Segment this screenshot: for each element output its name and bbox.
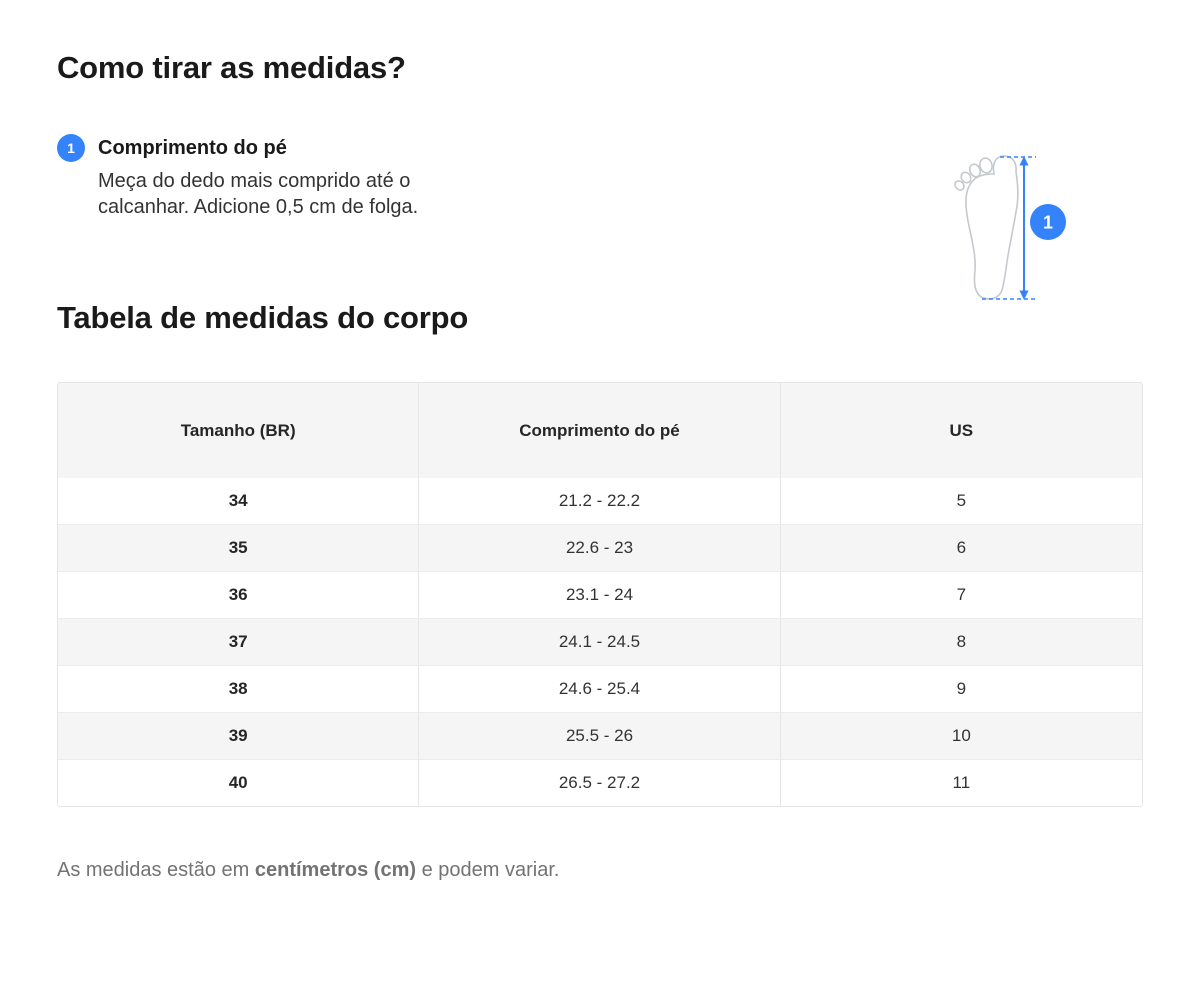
size-br-cell: 34 bbox=[58, 478, 420, 524]
foot-length-cell: 21.2 - 22.2 bbox=[419, 478, 781, 524]
us-size-cell: 7 bbox=[956, 585, 967, 604]
units-note: As medidas estão em centímetros (cm) e p… bbox=[57, 857, 1143, 883]
size-br-cell: 35 bbox=[58, 525, 420, 571]
svg-text:1: 1 bbox=[1043, 213, 1053, 233]
size-br-cell: 38 bbox=[58, 666, 420, 712]
size-table: Tamanho (BR) Comprimento do pé US 34 21.2 -… bbox=[57, 382, 1143, 807]
foot-length-cell: 22.6 - 23 bbox=[419, 525, 781, 571]
size-guide-page: Como tirar as medidas? 1 Comprimento do … bbox=[0, 50, 1200, 981]
foot-outline-icon bbox=[954, 155, 1019, 300]
size-br-cell: 40 bbox=[58, 760, 420, 806]
us-size-cell: 5 bbox=[956, 491, 967, 510]
table-row: 35 22.6 - 23 6 bbox=[58, 524, 1142, 571]
us-size-cell: 10 bbox=[951, 726, 971, 745]
measurement-arrow-icon bbox=[982, 156, 1036, 300]
us-size-cell: 6 bbox=[956, 538, 967, 557]
foot-length-cell: 23.1 - 24 bbox=[419, 572, 781, 618]
table-row: 39 25.5 - 26 10 bbox=[58, 712, 1142, 759]
column-header: US bbox=[949, 420, 974, 440]
units-note-bold: centímetros (cm) bbox=[254, 859, 417, 881]
table-row: 40 26.5 - 27.2 11 bbox=[58, 759, 1142, 806]
us-size-cell: 11 bbox=[952, 773, 971, 792]
size-br-cell: 39 bbox=[58, 713, 420, 759]
units-note-suffix: e podem variar. bbox=[416, 859, 560, 881]
section-title: Tabela de medidas do corpo bbox=[57, 300, 469, 335]
units-note-prefix: As medidas estão em bbox=[57, 859, 255, 881]
table-body: 34 21.2 - 22.2 5 35 22.6 - 23 6 36 23.1 - 24 7 37… bbox=[58, 478, 1142, 806]
measurement-step: 1 Comprimento do pé Meça do dedo mais co… bbox=[57, 134, 1143, 220]
table-row: 36 23.1 - 24 7 bbox=[58, 571, 1142, 618]
foot-length-cell: 25.5 - 26 bbox=[419, 713, 781, 759]
step-number-badge: 1 bbox=[57, 134, 85, 162]
size-br-cell: 36 bbox=[58, 572, 420, 618]
foot-length-cell: 24.6 - 25.4 bbox=[419, 666, 781, 712]
table-header-row: Tamanho (BR) Comprimento do pé US bbox=[58, 383, 1142, 478]
size-br-cell: 37 bbox=[58, 619, 420, 665]
diagram-badge: 1 bbox=[1030, 204, 1066, 240]
us-size-cell: 9 bbox=[956, 679, 967, 698]
foot-measurement-diagram: 1 bbox=[948, 150, 1070, 310]
page-title: Como tirar as medidas? bbox=[57, 50, 406, 85]
foot-length-cell: 24.1 - 24.5 bbox=[419, 619, 781, 665]
table-row: 37 24.1 - 24.5 8 bbox=[58, 618, 1142, 665]
step-text: Comprimento do pé Meça do dedo mais comp… bbox=[98, 134, 498, 220]
step-description: Meça do dedo mais comprido até o calcanh… bbox=[98, 170, 419, 218]
foot-length-cell: 26.5 - 27.2 bbox=[419, 760, 781, 806]
table-row: 34 21.2 - 22.2 5 bbox=[58, 478, 1142, 524]
step-label: Comprimento do pé bbox=[98, 137, 287, 159]
column-header: Comprimento do pé bbox=[419, 383, 781, 478]
table-row: 38 24.6 - 25.4 9 bbox=[58, 665, 1142, 712]
column-header: Tamanho (BR) bbox=[58, 383, 420, 478]
us-size-cell: 8 bbox=[956, 632, 967, 651]
